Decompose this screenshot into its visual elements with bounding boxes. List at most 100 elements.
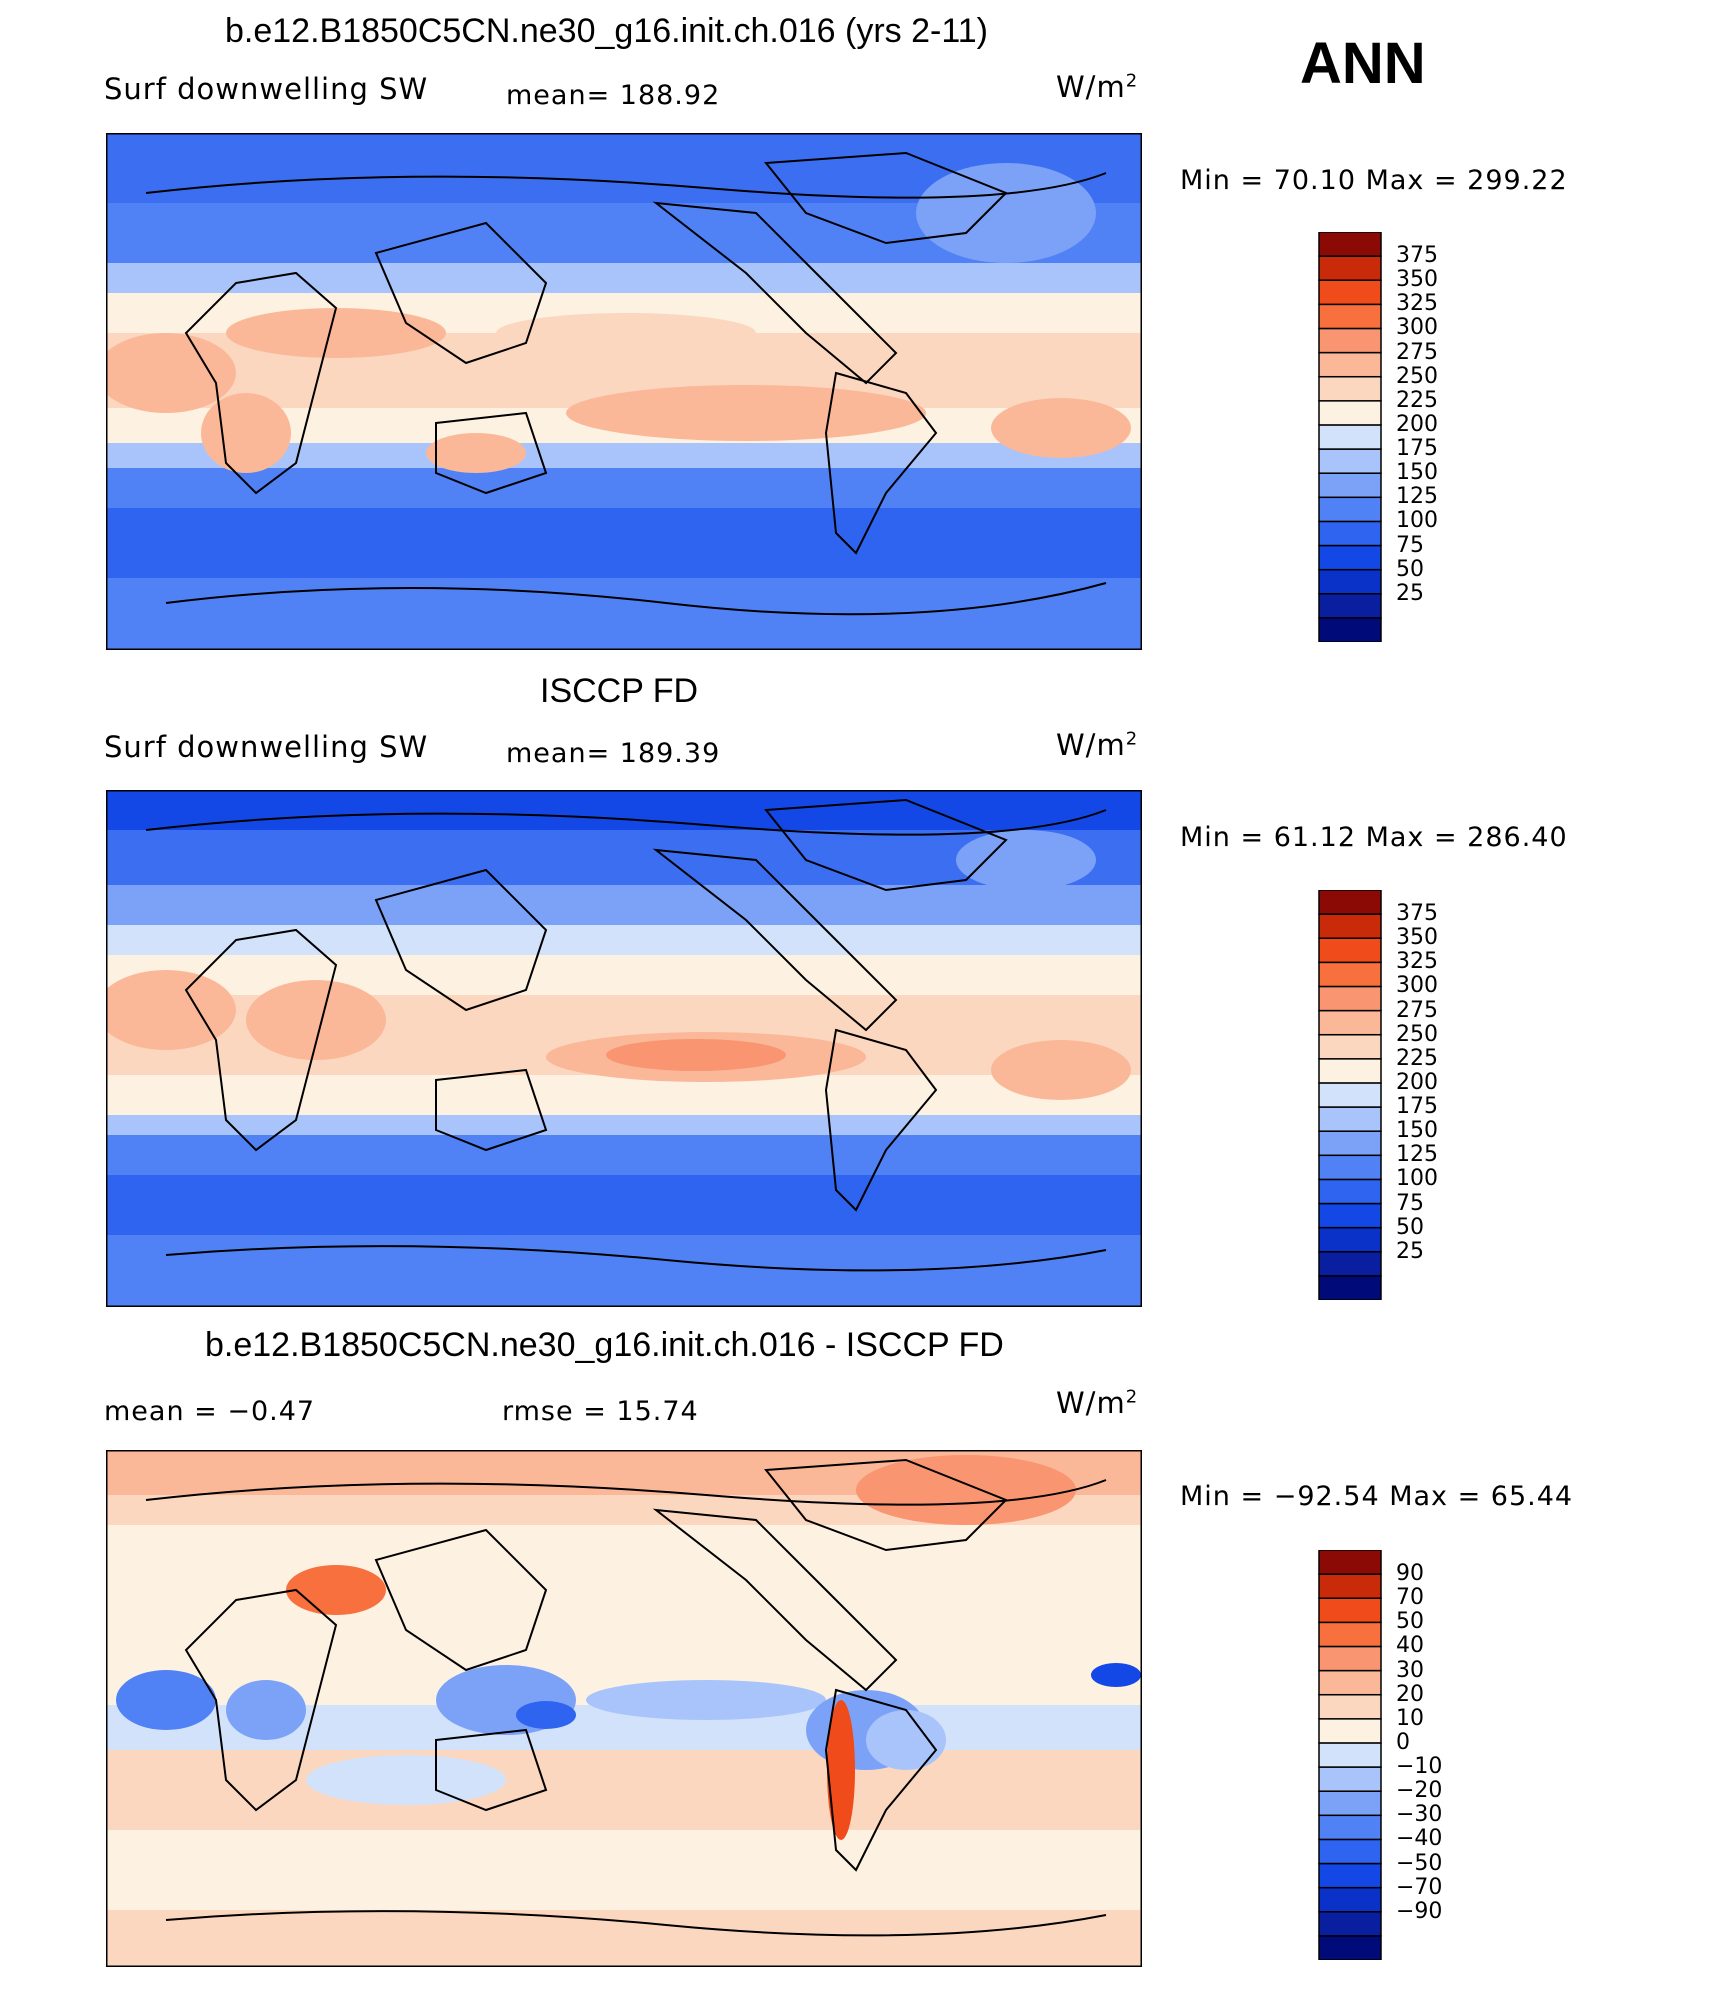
panel2-colorbar (1318, 890, 1382, 1300)
panel3-colorbar-swatch (1318, 1935, 1382, 1960)
panel3-colorbar-tick-label: −30 (1396, 1802, 1443, 1828)
panel2-colorbar-tick-label: 100 (1396, 1166, 1438, 1192)
panel3-colorbar-tick-label: −10 (1396, 1754, 1443, 1780)
panel2-colorbar-swatch (1318, 1106, 1382, 1132)
panel3-colorbar-swatch (1318, 1814, 1382, 1841)
panel2-colorbar-swatch (1318, 1202, 1382, 1229)
panel3-colorbar-tick-label: −40 (1396, 1826, 1443, 1852)
panel1-map (106, 133, 1142, 650)
panel1-colorbar-tick-label: 325 (1396, 291, 1438, 317)
panel3-colorbar-swatch (1318, 1621, 1382, 1648)
panel2-colorbar-tick-label: 150 (1396, 1118, 1438, 1144)
panel2-units: W/m2 (1056, 728, 1138, 762)
season-label: ANN (1300, 31, 1426, 96)
panel3-title: b.e12.B1850C5CN.ne30_g16.init.ch.016 - I… (205, 1326, 1004, 1364)
panel2-colorbar-swatch (1318, 985, 1382, 1012)
panel3-colorbar-swatch (1318, 1645, 1382, 1672)
panel3-mean-label: mean = −0.47 (104, 1396, 316, 1427)
panel3-colorbar-swatch (1318, 1669, 1382, 1696)
panel1-colorbar-tick-label: 275 (1396, 339, 1438, 365)
panel1-colorbar-tick-label: 150 (1396, 460, 1438, 486)
panel1-colorbar-swatch (1318, 593, 1382, 619)
panel3-colorbar-swatch (1318, 1766, 1382, 1792)
panel1-colorbar-tick-label: 200 (1396, 411, 1438, 437)
panel2-colorbar-swatch (1318, 1130, 1382, 1157)
panel3-units-base: W/m (1056, 1386, 1126, 1420)
panel1-colorbar-tick-label: 25 (1396, 580, 1424, 606)
panel1-colorbar-tick-label: 250 (1396, 363, 1438, 389)
panel1-colorbar-tick-label: 300 (1396, 315, 1438, 341)
panel3-colorbar-tick-label: 10 (1396, 1705, 1424, 1731)
panel3-minmax: Min = −92.54 Max = 65.44 (1180, 1481, 1574, 1512)
panel2-colorbar-swatch (1318, 1178, 1382, 1205)
panel1-colorbar-swatch (1318, 351, 1382, 378)
panel3-colorbar-labels: 90 70 50 40 30 20 10 0 −10 −20 −30 −40 −50 −70 −90 (1396, 1550, 1476, 1960)
panel2-colorbar-swatch (1318, 937, 1382, 964)
panel1-colorbar-swatch (1318, 327, 1382, 354)
panel3-colorbar-swatch (1318, 1790, 1382, 1817)
panel2-colorbar-swatch (1318, 1226, 1382, 1253)
panel1-colorbar-labels: 375 350 325 300 275 250 225 200 175 150 125 100 75 50… (1396, 232, 1476, 642)
panel2-colorbar-tick-label: 25 (1396, 1238, 1424, 1264)
panel3-units: W/m2 (1056, 1386, 1138, 1420)
panel3-colorbar-tick-label: 50 (1396, 1609, 1424, 1635)
panel3-colorbar-tick-label: 30 (1396, 1657, 1424, 1683)
panel1-colorbar-swatch (1318, 303, 1382, 330)
panel2-mean-label: mean= 189.39 (506, 738, 721, 769)
panel1-colorbar (1318, 232, 1382, 642)
panel2-colorbar-labels: 375 350 325 300 275 250 225 200 175 150 125 100 75 50… (1396, 890, 1476, 1300)
panel2-colorbar-tick-label: 75 (1396, 1190, 1424, 1216)
panel1-colorbar-tick-label: 375 (1396, 243, 1438, 269)
panel2-units-base: W/m (1056, 728, 1126, 762)
panel3-colorbar-swatch (1318, 1550, 1382, 1575)
panel1-colorbar-tick-label: 175 (1396, 436, 1438, 462)
panel3-colorbar-swatch (1318, 1693, 1382, 1720)
panel3-units-exp: 2 (1125, 1386, 1139, 1408)
panel1-colorbar-swatch (1318, 400, 1382, 426)
panel1-colorbar-swatch (1318, 520, 1382, 547)
panel2-colorbar-swatch (1318, 913, 1382, 939)
panel2-map (106, 790, 1142, 1307)
panel1-colorbar-tick-label: 125 (1396, 484, 1438, 510)
panel2-title: ISCCP FD (540, 672, 699, 710)
panel1-colorbar-swatch (1318, 496, 1382, 523)
panel3-colorbar-swatch (1318, 1838, 1382, 1865)
panel1-colorbar-swatch (1318, 448, 1382, 474)
panel3-colorbar-swatch (1318, 1911, 1382, 1937)
panel2-colorbar-swatch (1318, 1009, 1382, 1036)
panel2-colorbar-swatch (1318, 890, 1382, 915)
panel2-colorbar-tick-label: 175 (1396, 1094, 1438, 1120)
panel2-colorbar-swatch (1318, 1154, 1382, 1181)
panel1-colorbar-swatch (1318, 424, 1382, 450)
panel2-variable-label: Surf downwelling SW (104, 730, 429, 764)
panel2-colorbar-swatch (1318, 1033, 1382, 1060)
panel3-colorbar-tick-label: −20 (1396, 1778, 1443, 1804)
panel1-colorbar-swatch (1318, 279, 1382, 306)
panel1-units-base: W/m (1056, 70, 1126, 104)
panel3-colorbar-swatch (1318, 1886, 1382, 1913)
panel1-colorbar-swatch (1318, 255, 1382, 281)
panel3-map (106, 1450, 1142, 1967)
panel2-minmax: Min = 61.12 Max = 286.40 (1180, 822, 1568, 853)
panel2-colorbar-tick-label: 225 (1396, 1045, 1438, 1071)
panel3-colorbar-tick-label: 70 (1396, 1585, 1424, 1611)
panel1-colorbar-swatch (1318, 568, 1382, 595)
panel3-colorbar-tick-label: −70 (1396, 1874, 1443, 1900)
panel3-colorbar-swatch (1318, 1573, 1382, 1599)
panel2-colorbar-tick-label: 250 (1396, 1021, 1438, 1047)
panel2-colorbar-tick-label: 375 (1396, 901, 1438, 927)
panel1-colorbar-swatch (1318, 617, 1382, 642)
panel1-mean-label: mean= 188.92 (506, 80, 721, 111)
panel3-colorbar-tick-label: 40 (1396, 1633, 1424, 1659)
panel1-title: b.e12.B1850C5CN.ne30_g16.init.ch.016 (yr… (225, 12, 988, 50)
panel1-colorbar-tick-label: 225 (1396, 387, 1438, 413)
panel2-colorbar-tick-label: 125 (1396, 1142, 1438, 1168)
panel1-colorbar-tick-label: 50 (1396, 556, 1424, 582)
panel3-colorbar-tick-label: 0 (1396, 1729, 1410, 1755)
panel2-colorbar-swatch (1318, 1275, 1382, 1300)
panel3-rmse-label: rmse = 15.74 (502, 1396, 699, 1427)
panel2-colorbar-tick-label: 275 (1396, 997, 1438, 1023)
panel3-colorbar-tick-label: 90 (1396, 1561, 1424, 1587)
panel3-colorbar-swatch (1318, 1718, 1382, 1744)
panel1-colorbar-tick-label: 100 (1396, 508, 1438, 534)
